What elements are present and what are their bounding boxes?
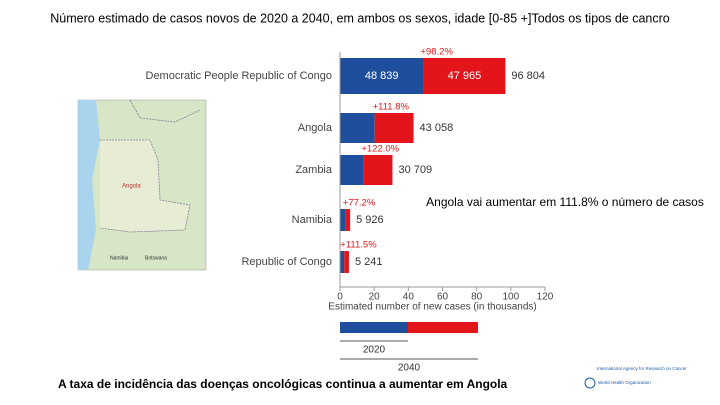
category-label: Namibia [292, 214, 333, 226]
change-label-bg [340, 47, 410, 57]
map-label: Angola [122, 184, 141, 190]
bar-segment [340, 113, 375, 143]
x-tick-label: 40 [403, 292, 415, 303]
x-tick-label: 100 [502, 292, 519, 303]
change-label-bg [340, 144, 410, 154]
legend-label: 2020 [363, 345, 386, 356]
segment-label: 47 965 [448, 70, 482, 82]
x-tick-label: 0 [337, 292, 343, 303]
bar-segment [423, 58, 506, 94]
total-label: 5 926 [356, 214, 384, 226]
total-label: 5 241 [355, 256, 383, 268]
bar-segment [374, 113, 414, 143]
segment-label: 48 839 [365, 70, 399, 82]
category-label: Democratic People Republic of Congo [146, 70, 333, 82]
map-label: Botswana [145, 255, 167, 261]
category-label: Angola [298, 122, 333, 134]
x-tick-label: 80 [471, 292, 483, 303]
change-label: +77.2% [343, 198, 376, 209]
total-label: 30 709 [398, 164, 432, 176]
legend-swatch [408, 322, 478, 333]
bar-segment [340, 251, 345, 273]
x-axis-title: Estimated number of new cases (in thousa… [328, 302, 536, 313]
category-label: Zambia [295, 164, 333, 176]
change-label-bg [340, 102, 410, 112]
logo-who: World Health Organization [598, 380, 651, 385]
bar-segment [340, 155, 364, 185]
map-ocean [78, 100, 100, 270]
logo-icon [584, 377, 596, 389]
bar-segment [344, 251, 349, 273]
map-angola [99, 139, 191, 233]
x-tick-label: 120 [537, 292, 554, 303]
change-label-bg [340, 240, 410, 250]
logo: International Agency for Research on Can… [584, 366, 687, 389]
x-tick-label: 60 [437, 292, 449, 303]
bar-segment [340, 209, 346, 231]
legend-swatch [340, 322, 408, 333]
map: Angola Namibia Botswana [77, 99, 207, 271]
legend-label: 2040 [398, 363, 421, 374]
change-label: +111.5% [340, 240, 377, 251]
change-label: +122.0% [361, 144, 399, 155]
chart-title: Número estimado de casos novos de 2020 a… [50, 11, 670, 25]
annotation: Angola vai aumentar em 111.8% o número d… [426, 195, 704, 209]
x-tick-label: 20 [369, 292, 381, 303]
map-label: Namibia [110, 255, 129, 261]
change-label: +98.2% [420, 47, 453, 58]
logo-agency: International Agency for Research on Can… [597, 366, 687, 371]
total-label: 43 058 [420, 122, 454, 134]
footer: A taxa de incidência das doenças oncológ… [58, 377, 508, 391]
change-label: +111.8% [373, 102, 410, 113]
bar-segment [363, 155, 393, 185]
category-label: Republic of Congo [241, 256, 332, 268]
bar-segment [340, 58, 424, 94]
change-label-bg [340, 198, 410, 208]
bar-segment [345, 209, 351, 231]
map-border [129, 99, 201, 123]
total-label: 96 804 [511, 70, 545, 82]
